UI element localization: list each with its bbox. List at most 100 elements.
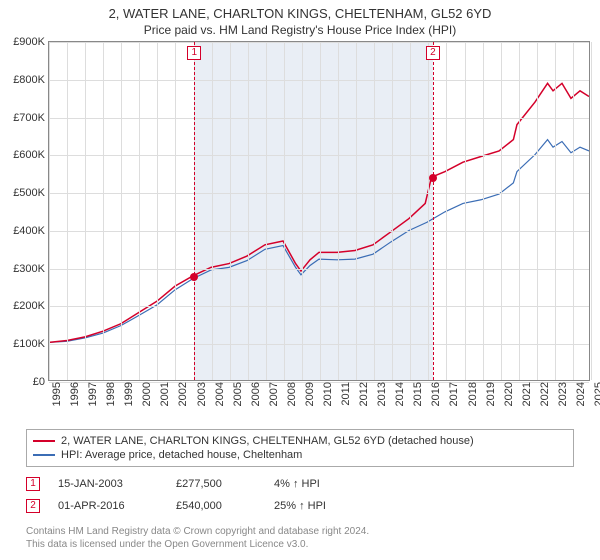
x-axis-label: 2023 xyxy=(557,380,569,406)
gridline-h xyxy=(49,306,589,307)
y-axis-label: £0 xyxy=(33,376,49,388)
x-axis-label: 2003 xyxy=(196,380,208,406)
gridline-v xyxy=(573,42,574,380)
x-axis-label: 1999 xyxy=(123,380,135,406)
gridline-v xyxy=(67,42,68,380)
gridline-v xyxy=(410,42,411,380)
x-axis-label: 2025 xyxy=(593,380,600,406)
gridline-v xyxy=(157,42,158,380)
x-axis-label: 2010 xyxy=(322,380,334,406)
sale-marker-box: 2 xyxy=(26,499,40,513)
x-axis-label: 1996 xyxy=(69,380,81,406)
sale-diff: 25% ↑ HPI xyxy=(274,500,364,512)
x-axis-label: 2013 xyxy=(376,380,388,406)
gridline-v xyxy=(483,42,484,380)
x-axis-label: 1998 xyxy=(105,380,117,406)
legend-swatch xyxy=(33,440,55,442)
x-axis-label: 2021 xyxy=(521,380,533,406)
y-axis-label: £500K xyxy=(13,187,49,199)
gridline-v xyxy=(139,42,140,380)
x-axis-label: 2012 xyxy=(358,380,370,406)
chart-subtitle: Price paid vs. HM Land Registry's House … xyxy=(0,21,600,41)
x-axis-label: 2017 xyxy=(448,380,460,406)
gridline-h xyxy=(49,193,589,194)
x-axis-label: 2006 xyxy=(250,380,262,406)
gridline-v xyxy=(519,42,520,380)
gridline-v xyxy=(555,42,556,380)
legend-swatch xyxy=(33,454,55,456)
gridline-h xyxy=(49,42,589,43)
gridline-v xyxy=(121,42,122,380)
x-axis-label: 1997 xyxy=(87,380,99,406)
gridline-v xyxy=(302,42,303,380)
x-axis-label: 2018 xyxy=(467,380,479,406)
sale-row: 2 01-APR-2016 £540,000 25% ↑ HPI xyxy=(26,495,574,517)
gridline-h xyxy=(49,118,589,119)
sale-row: 115-JAN-2003£277,5004% ↑ HPI xyxy=(26,473,574,495)
x-axis-label: 2009 xyxy=(304,380,316,406)
x-axis-label: 2019 xyxy=(485,380,497,406)
event-line xyxy=(194,42,195,380)
gridline-h xyxy=(49,344,589,345)
plot-area: £0£100K£200K£300K£400K£500K£600K£700K£80… xyxy=(48,41,590,381)
legend: 2, WATER LANE, CHARLTON KINGS, CHELTENHA… xyxy=(26,429,574,467)
gridline-v xyxy=(465,42,466,380)
gridline-v xyxy=(212,42,213,380)
x-axis-label: 2020 xyxy=(503,380,515,406)
x-axis-label: 2000 xyxy=(141,380,153,406)
gridline-v xyxy=(266,42,267,380)
x-axis-label: 2005 xyxy=(232,380,244,406)
gridline-v xyxy=(338,42,339,380)
x-axis-label: 2008 xyxy=(286,380,298,406)
gridline-v xyxy=(49,42,50,380)
x-axis-label: 2002 xyxy=(177,380,189,406)
y-axis-label: £100K xyxy=(13,338,49,350)
credits: Contains HM Land Registry data © Crown c… xyxy=(26,525,574,551)
x-axis-label: 2001 xyxy=(159,380,171,406)
gridline-v xyxy=(501,42,502,380)
gridline-h xyxy=(49,155,589,156)
gridline-v xyxy=(446,42,447,380)
gridline-v xyxy=(356,42,357,380)
x-axis-label: 2022 xyxy=(539,380,551,406)
chart-title: 2, WATER LANE, CHARLTON KINGS, CHELTENHA… xyxy=(0,0,600,21)
x-axis-label: 2024 xyxy=(575,380,587,406)
x-axis-label: 2015 xyxy=(412,380,424,406)
event-line xyxy=(433,42,434,380)
chart-area: £0£100K£200K£300K£400K£500K£600K£700K£80… xyxy=(48,41,590,401)
legend-row: HPI: Average price, detached house, Chel… xyxy=(33,448,567,462)
y-axis-label: £200K xyxy=(13,300,49,312)
sale-price: £277,500 xyxy=(176,478,256,490)
gridline-h xyxy=(49,269,589,270)
series-line xyxy=(49,140,589,343)
x-axis-label: 1995 xyxy=(51,380,63,406)
y-axis-label: £900K xyxy=(13,36,49,48)
gridline-v xyxy=(284,42,285,380)
series-line xyxy=(49,83,589,342)
x-axis-label: 2004 xyxy=(214,380,226,406)
line-series xyxy=(49,42,589,380)
gridline-v xyxy=(103,42,104,380)
gridline-v xyxy=(248,42,249,380)
y-axis-label: £800K xyxy=(13,74,49,86)
sale-date: 01-APR-2016 xyxy=(58,500,158,512)
y-axis-label: £700K xyxy=(13,112,49,124)
event-marker-box: 1 xyxy=(187,46,201,60)
y-axis-label: £300K xyxy=(13,263,49,275)
sale-price: £540,000 xyxy=(176,500,256,512)
event-marker-box: 2 xyxy=(426,46,440,60)
x-axis-label: 2016 xyxy=(430,380,442,406)
gridline-v xyxy=(428,42,429,380)
x-axis-label: 2007 xyxy=(268,380,280,406)
gridline-v xyxy=(392,42,393,380)
gridline-v xyxy=(537,42,538,380)
gridline-h xyxy=(49,80,589,81)
gridline-v xyxy=(230,42,231,380)
sale-diff: 4% ↑ HPI xyxy=(274,478,364,490)
gridline-v xyxy=(320,42,321,380)
credit-line-2: This data is licensed under the Open Gov… xyxy=(26,538,574,551)
legend-label: 2, WATER LANE, CHARLTON KINGS, CHELTENHA… xyxy=(61,435,474,447)
sale-marker-box: 1 xyxy=(26,477,40,491)
gridline-v xyxy=(591,42,592,380)
gridline-v xyxy=(175,42,176,380)
